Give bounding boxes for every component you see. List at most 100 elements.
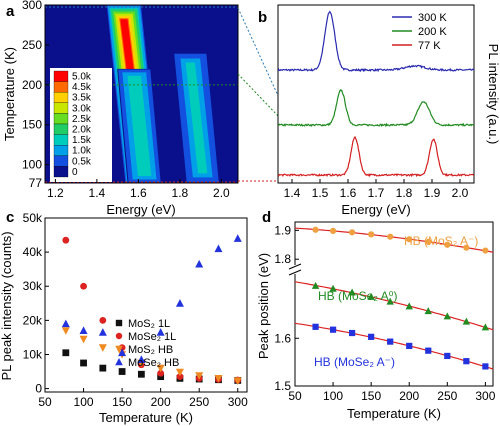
x-tick-label: 1.6 [340,186,357,200]
connector-300k [237,7,281,101]
panel-label-b: b [258,9,267,26]
data-point [387,338,394,345]
legend-label: MoSe₂ 1L [128,331,176,343]
data-point [312,323,319,330]
y-tick-label: 200 [22,78,42,92]
data-point [387,233,394,240]
colorbar-label: 2.5k [72,114,92,125]
panel-label-a: a [6,3,15,20]
colorbar-label: 0.5k [72,156,92,167]
data-point [115,319,123,327]
y-tick-label: 0 [35,382,42,396]
data-point [406,236,413,243]
fit-curve-1 [295,281,493,331]
colorbar-swatch [53,134,69,146]
x-tick-label: 2.0 [213,186,230,200]
data-point [312,226,319,233]
axis-break-mark-2 [288,269,302,276]
legend-label: 300 K [418,12,447,24]
data-point [349,329,356,337]
data-point [175,299,184,307]
axis-ticks: 50 100 150 200 250 300 1.9 1.8 1.6 1.5 [274,223,495,403]
y-tick-label: 1.8 [274,252,291,266]
data-point [368,231,375,238]
x-tick-label: 2.0 [452,186,469,200]
data-point [443,312,452,320]
colorbar-swatch [53,70,69,82]
x-tick-label: 1.9 [424,186,441,200]
x-tick-label: 1.4 [89,186,106,200]
spectrum-line-0 [278,10,474,73]
x-tick-label: 250 [189,395,209,409]
x-axis-label-b: Energy (eV) [341,202,410,217]
data-point [233,377,242,385]
heatmap-features [106,5,220,183]
panel-c-frame [44,217,248,393]
data-point [368,333,375,340]
data-points [61,234,242,385]
x-tick-label: 100 [74,395,94,409]
y-tick-label: 50k [23,211,43,225]
data-point [482,363,489,370]
legend-label: MoS₂ 1L [128,318,170,330]
data-point [195,372,204,380]
spectrum-line-1 [278,89,474,128]
axis-break-gap [290,265,300,274]
data-point [425,238,432,245]
data-point [329,326,337,333]
x-ticks: 1.2 1.4 1.6 1.8 2.0 [47,179,230,200]
x-axis-label-c: Temperature (K) [99,410,193,425]
y-tick-label: 10k [23,347,43,361]
data-point [425,347,432,354]
data-point [79,335,88,344]
x-tick-label: 150 [112,395,132,409]
fit-curve-0 [295,227,493,253]
data-point [405,302,413,310]
x-tick-label: 1.5 [312,186,329,200]
data-point [311,281,320,289]
series-label-mose2-a0: HB (MoSe₂ A⁰) [318,289,398,303]
y-tick-label: 77 [29,176,43,190]
data-point [386,297,394,305]
legend-label: MoS₂ HB [128,344,173,356]
colorbar: 5.0k4.5k3.5k3.0k2.5k2.0k1.5k1.0k0.5k0 [50,68,112,182]
data-point [157,369,165,377]
legend: 300 K 200 K 77 K [392,12,447,52]
data-point [118,348,127,357]
x-axis-label-d: Temperature (K) [347,406,441,421]
panel-d: 50 100 150 200 250 300 1.9 1.8 1.6 1.5 HB (MoS₂ A… [256,209,496,421]
colorbar-swatch [53,92,69,103]
data-point [463,244,470,251]
data-point [176,373,184,381]
x-tick-label: 1.8 [396,186,413,200]
data-point [462,317,471,325]
data-point [80,359,87,367]
x-tick-label: 1.8 [172,186,189,200]
axis-break-mark-1 [288,263,302,270]
heatmap-band-2 [186,63,207,173]
colorbar-swatch [53,113,69,125]
connector-lines [237,7,281,182]
data-point [481,323,490,331]
data-point [62,349,70,357]
colorbar-swatch [53,155,69,167]
spectrum-line-2 [278,135,474,178]
y-tick-label: 300 [22,0,42,12]
connector-200k [237,73,281,119]
y-tick-label: 100 [22,158,42,172]
series-label-mose2-a-minus: HB (MoSe₂ A⁻) [314,355,395,369]
data-point [444,352,451,360]
data-point [214,244,223,253]
y-tick-label: 40k [23,245,43,259]
y-axis-label-c: PL peak intensity (counts) [0,231,14,380]
x-tick-label: 50 [38,395,52,409]
data-point [115,358,123,366]
x-axis-label-a: Energy (eV) [106,202,175,217]
panel-label-d: d [262,209,271,226]
data-point [80,282,87,290]
data-point [233,234,242,242]
data-point [157,373,165,381]
data-point [137,370,145,378]
fit-curve-2 [295,322,493,370]
y-axis-label-b: PL intensity (a.u.) [486,44,500,145]
